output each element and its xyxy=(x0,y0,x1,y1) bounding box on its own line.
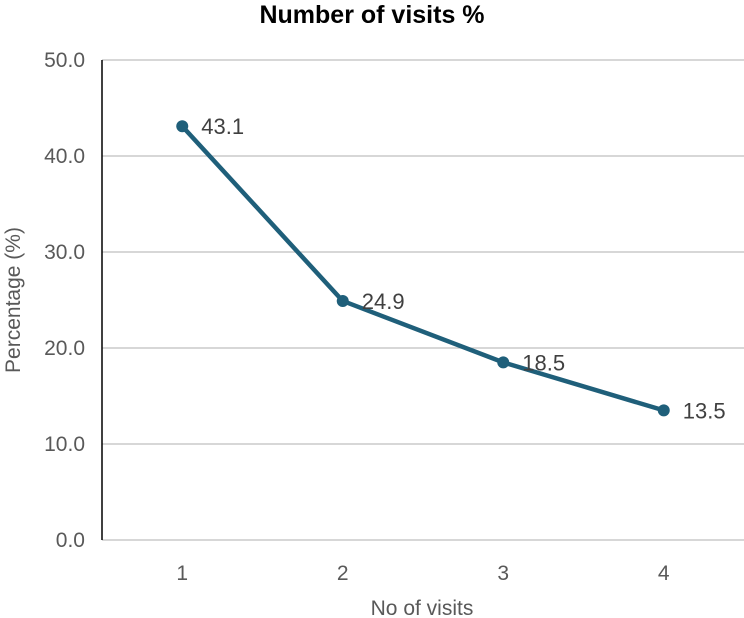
data-point xyxy=(336,294,349,307)
x-tick-label: 2 xyxy=(337,562,349,585)
x-tick-label: 3 xyxy=(497,562,509,585)
data-label: 24.9 xyxy=(362,289,405,314)
x-tick-label: 1 xyxy=(176,562,188,585)
chart-title: Number of visits % xyxy=(259,1,485,29)
series-group xyxy=(176,120,670,417)
data-labels: 43.1 24.9 18.5 13.5 xyxy=(201,114,725,423)
x-tick-label: 4 xyxy=(658,562,670,585)
y-tick-label: 20.0 xyxy=(44,337,85,360)
gridlines xyxy=(102,59,744,541)
y-tick-label: 50.0 xyxy=(44,49,85,72)
x-axis-title: No of visits xyxy=(371,597,474,618)
x-tick-labels: 1 2 3 4 xyxy=(176,562,670,585)
y-axis-title: Percentage (%) xyxy=(2,227,25,373)
y-tick-label: 10.0 xyxy=(44,433,85,456)
data-label: 18.5 xyxy=(522,350,565,375)
data-label: 43.1 xyxy=(201,114,244,139)
series-line xyxy=(180,124,665,413)
y-tick-label: 0.0 xyxy=(56,529,85,552)
y-tick-label: 30.0 xyxy=(44,241,85,264)
data-point xyxy=(657,404,670,417)
data-point xyxy=(497,356,510,369)
data-label: 13.5 xyxy=(683,398,726,423)
y-tick-label: 40.0 xyxy=(44,145,85,168)
data-point xyxy=(176,120,189,133)
y-tick-labels: 0.0 10.0 20.0 30.0 40.0 50.0 xyxy=(44,49,85,552)
